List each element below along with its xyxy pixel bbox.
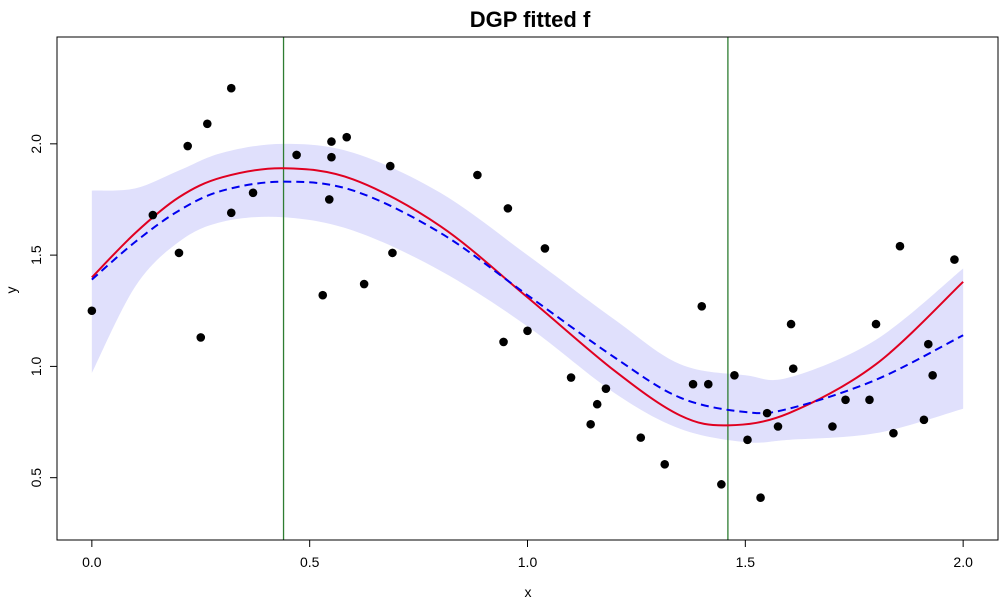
data-point xyxy=(292,150,301,160)
data-point xyxy=(773,422,783,431)
chart-title: DGP fitted f xyxy=(470,7,591,32)
data-point xyxy=(697,302,707,311)
confidence-band xyxy=(91,143,964,443)
true-function-line xyxy=(91,167,964,427)
series-layer xyxy=(91,167,964,427)
data-point xyxy=(359,279,369,289)
y-tick-label: 2.0 xyxy=(28,134,44,154)
data-point xyxy=(148,210,158,220)
data-point xyxy=(226,208,236,218)
x-tick-label: 2.0 xyxy=(953,554,973,570)
data-point xyxy=(324,195,334,204)
x-tick-label: 1.5 xyxy=(736,554,756,570)
data-point xyxy=(889,428,898,438)
fitted-mean-line xyxy=(91,180,964,415)
data-point xyxy=(318,290,328,300)
data-point xyxy=(743,435,752,445)
y-tick-label: 1.5 xyxy=(28,245,44,265)
data-point xyxy=(762,408,772,418)
data-point xyxy=(566,373,576,382)
data-point xyxy=(919,415,929,425)
y-axis: 0.5 1.0 1.5 2.0 xyxy=(28,134,58,488)
x-axis: 0.0 0.5 1.0 1.5 2.0 xyxy=(82,539,973,570)
data-point xyxy=(928,371,937,380)
data-point xyxy=(660,460,670,469)
data-point xyxy=(871,319,881,329)
x-tick-label: 0.0 xyxy=(82,554,102,570)
data-point xyxy=(202,119,212,129)
data-point xyxy=(703,379,713,389)
data-point xyxy=(248,188,258,198)
data-point xyxy=(87,306,97,316)
data-point xyxy=(327,137,336,146)
data-point xyxy=(473,170,482,180)
data-point xyxy=(786,319,796,329)
confidence-band-layer xyxy=(91,143,964,443)
data-point xyxy=(841,395,850,405)
data-point xyxy=(636,433,646,442)
data-point xyxy=(342,132,352,142)
data-point xyxy=(865,395,874,405)
data-point xyxy=(540,244,550,253)
data-point xyxy=(950,255,959,264)
data-point xyxy=(895,241,905,251)
data-point xyxy=(226,83,236,93)
data-point xyxy=(601,384,611,393)
data-point xyxy=(183,141,192,151)
data-point xyxy=(503,204,513,213)
data-point xyxy=(788,364,798,373)
data-point xyxy=(327,152,336,162)
x-tick-label: 0.5 xyxy=(300,554,320,570)
data-point xyxy=(523,326,532,336)
data-point xyxy=(499,337,508,347)
data-point xyxy=(688,379,698,389)
data-point xyxy=(385,161,395,171)
y-tick-label: 0.5 xyxy=(28,468,44,488)
data-point xyxy=(592,399,602,409)
data-point xyxy=(756,493,765,503)
data-point xyxy=(717,480,726,489)
y-tick-label: 1.0 xyxy=(28,356,44,376)
data-point xyxy=(196,333,206,342)
data-point xyxy=(730,371,739,380)
vertical-lines-layer xyxy=(282,37,729,540)
x-axis-label: x xyxy=(525,584,532,600)
data-point xyxy=(388,248,397,258)
data-point xyxy=(828,422,837,431)
data-point xyxy=(174,248,184,258)
x-tick-label: 1.0 xyxy=(518,554,538,570)
y-axis-label: y xyxy=(3,287,19,294)
points-layer xyxy=(87,83,959,503)
data-point xyxy=(923,339,933,349)
data-point xyxy=(586,419,595,429)
